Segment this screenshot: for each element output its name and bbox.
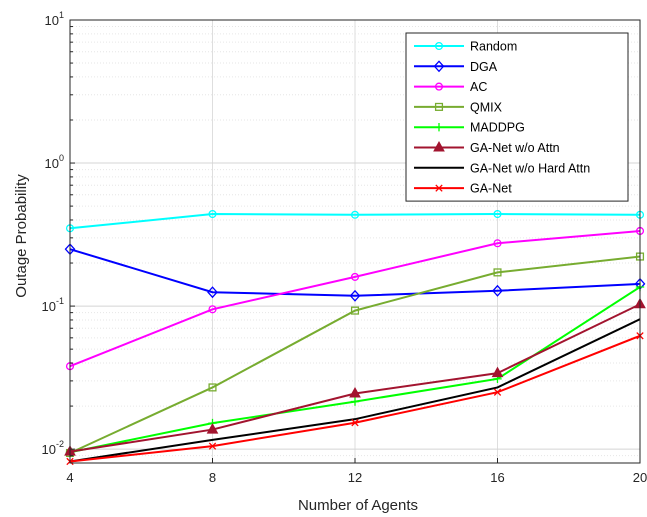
plot-frame (69, 19, 641, 464)
data-point (208, 442, 217, 450)
y-tick-label: 101 (45, 10, 64, 28)
data-point (350, 397, 360, 406)
series-line (69, 318, 641, 463)
data-point (491, 366, 504, 378)
legend-label: GA-Net w/o Attn (470, 141, 560, 155)
data-point (351, 419, 359, 427)
y-tick-label: 10-1 (42, 296, 64, 314)
axes (69, 19, 641, 464)
legend-label: GA-Net (470, 182, 512, 196)
legend-label: AC (470, 80, 487, 94)
data-point (493, 209, 502, 219)
data-point (350, 306, 360, 315)
data-point (492, 284, 503, 297)
legend-item: GA-Net w/o Attn (414, 140, 560, 155)
legend-item: MADDPG (414, 121, 525, 135)
data-point (207, 286, 218, 299)
data-point (349, 289, 361, 302)
legend-item: AC (414, 80, 487, 94)
series-line (69, 248, 641, 297)
data-point (435, 184, 443, 192)
series-lines (64, 209, 646, 466)
x-axis-label: Number of Agents (298, 497, 418, 514)
data-point (206, 423, 219, 434)
series-line (69, 229, 641, 368)
data-point (350, 272, 360, 281)
data-point (349, 386, 361, 398)
data-point (434, 123, 444, 132)
x-tick-label: 8 (209, 470, 216, 485)
y-tick-label: 100 (45, 153, 64, 171)
series-line (69, 255, 641, 454)
series-line (69, 213, 641, 230)
legend: Random DGA AC QMIX MADDPG GA-Net w/o Attn GA-N… (405, 32, 629, 202)
data-point (433, 140, 445, 152)
legend-label: QMIX (470, 100, 503, 114)
y-tick-label: 10-2 (42, 439, 64, 457)
data-point (350, 210, 360, 219)
legend-item: QMIX (414, 100, 503, 114)
legend-label: Random (470, 40, 517, 54)
x-tick-label: 12 (348, 470, 362, 485)
legend-label: DGA (470, 60, 498, 74)
data-point (434, 41, 444, 51)
data-point (208, 305, 217, 314)
x-tick-label: 16 (490, 470, 504, 485)
data-point (433, 60, 445, 73)
legend-item: DGA (414, 60, 498, 74)
legend-item: GA-Net w/o Hard Attn (414, 161, 590, 175)
legend-label: GA-Net w/o Hard Attn (470, 161, 590, 175)
series-ga-net-w-o-hard-attn (69, 318, 641, 463)
x-tick-label: 4 (66, 470, 73, 485)
data-point (434, 102, 444, 111)
tick-labels: 4 8 12 16 20 10-2 10-1 100 101 (42, 10, 647, 485)
legend-box (405, 32, 629, 202)
data-point (208, 383, 217, 392)
data-point (493, 268, 502, 277)
data-point (493, 239, 502, 248)
x-tick-label: 20 (633, 470, 647, 485)
y-axis-label: Outage Probability (13, 174, 30, 298)
legend-item: GA-Net (414, 182, 512, 196)
legend-item: Random (414, 40, 517, 54)
data-point (434, 82, 444, 91)
legend-label: MADDPG (470, 121, 525, 135)
data-point (208, 209, 217, 219)
data-point (493, 388, 502, 396)
